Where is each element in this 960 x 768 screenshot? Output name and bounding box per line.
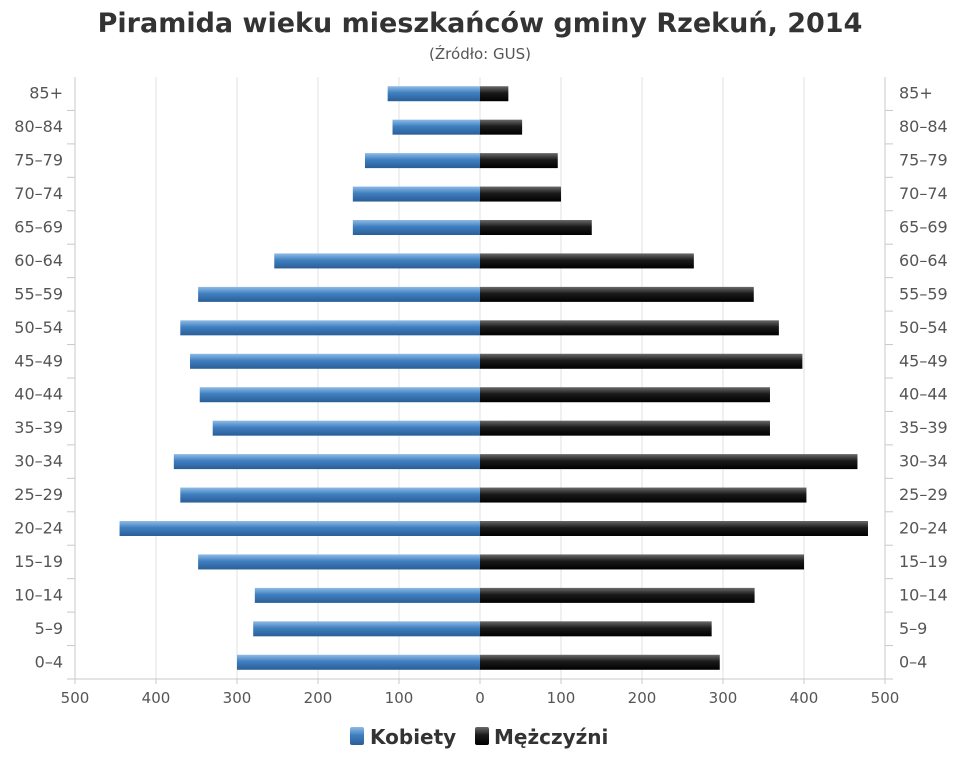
category-label-right: 50–54 — [899, 318, 948, 337]
category-label-left: 75–79 — [14, 151, 63, 170]
x-tick-label: 200 — [304, 689, 333, 707]
category-label-left: 25–29 — [14, 485, 63, 504]
bar-mezczyzni — [480, 554, 804, 570]
bar-kobiety — [392, 119, 480, 135]
category-label-right: 85+ — [899, 84, 933, 103]
x-tick-label: 300 — [709, 689, 738, 707]
bar-mezczyzni — [480, 487, 807, 503]
category-label-left: 85+ — [29, 84, 63, 103]
bar-mezczyzni — [480, 253, 694, 269]
category-label-left: 65–69 — [14, 218, 63, 237]
legend-swatch-mezczyzni — [475, 727, 489, 745]
bar-mezczyzni — [480, 86, 509, 102]
category-label-right: 65–69 — [899, 218, 948, 237]
category-label-left: 15–19 — [14, 552, 63, 571]
x-tick-label: 500 — [871, 689, 900, 707]
category-label-right: 70–74 — [899, 184, 948, 203]
bar-kobiety — [253, 621, 480, 637]
category-label-right: 30–34 — [899, 452, 948, 471]
category-label-left: 55–59 — [14, 284, 63, 303]
gridlines — [155, 77, 805, 679]
category-label-left: 50–54 — [14, 318, 63, 337]
legend-swatch-kobiety — [350, 727, 364, 745]
x-tick-label: 400 — [790, 689, 819, 707]
bar-kobiety — [198, 286, 480, 302]
category-label-right: 40–44 — [899, 385, 948, 404]
category-label-left: 35–39 — [14, 418, 63, 437]
chart-title: Piramida wieku mieszkańców gminy Rzekuń,… — [98, 8, 863, 39]
category-label-left: 80–84 — [14, 117, 63, 136]
legend-label-kobiety: Kobiety — [370, 725, 456, 749]
category-label-right: 55–59 — [899, 284, 948, 303]
bar-mezczyzni — [480, 119, 523, 135]
category-label-left: 70–74 — [14, 184, 63, 203]
bar-mezczyzni — [480, 220, 592, 235]
legend-label-mezczyzni: Mężczyźni — [494, 725, 608, 749]
category-label-right: 10–14 — [899, 585, 948, 604]
bars — [119, 86, 868, 670]
x-tick-label: 100 — [547, 689, 576, 707]
category-label-right: 20–24 — [899, 519, 948, 538]
chart-subtitle: (Źródło: GUS) — [429, 44, 531, 63]
bar-kobiety — [199, 387, 481, 403]
x-tick-label: 200 — [628, 689, 657, 707]
category-label-right: 0–4 — [899, 652, 927, 671]
category-label-left: 5–9 — [35, 619, 63, 638]
bar-mezczyzni — [480, 654, 720, 670]
legend[interactable]: Kobiety Mężczyźni — [350, 725, 608, 749]
category-label-right: 5–9 — [899, 619, 927, 638]
category-label-right: 35–39 — [899, 418, 948, 437]
bar-mezczyzni — [480, 420, 770, 436]
bar-mezczyzni — [480, 153, 558, 169]
category-label-left: 40–44 — [14, 385, 63, 404]
category-label-right: 25–29 — [899, 485, 948, 504]
bar-kobiety — [173, 454, 480, 470]
bar-mezczyzni — [480, 621, 712, 637]
bar-mezczyzni — [480, 387, 770, 403]
legend-item-mezczyzni[interactable]: Mężczyźni — [475, 725, 608, 749]
bar-mezczyzni — [480, 320, 779, 336]
category-label-right: 15–19 — [899, 552, 948, 571]
bar-mezczyzni — [480, 286, 754, 302]
x-tick-label: 500 — [61, 689, 90, 707]
category-label-right: 45–49 — [899, 351, 948, 370]
category-label-left: 20–24 — [14, 519, 63, 538]
bar-kobiety — [352, 186, 480, 202]
bar-kobiety — [119, 521, 481, 536]
bar-mezczyzni — [480, 587, 755, 603]
category-label-left: 0–4 — [35, 652, 63, 671]
x-tick-label: 400 — [142, 689, 171, 707]
bar-kobiety — [254, 587, 480, 603]
category-label-left: 30–34 — [14, 452, 63, 471]
axes: 500 400 300 200 100 0 100 200 300 400 500 0–4 0–4 5–9… — [14, 77, 948, 707]
category-label-left: 10–14 — [14, 585, 63, 604]
bar-kobiety — [180, 320, 481, 336]
bar-mezczyzni — [480, 454, 858, 470]
category-label-left: 60–64 — [14, 251, 63, 270]
bar-kobiety — [237, 654, 480, 670]
category-label-left: 45–49 — [14, 351, 63, 370]
bar-kobiety — [364, 153, 480, 169]
bar-kobiety — [180, 487, 481, 503]
bar-kobiety — [190, 353, 480, 369]
category-label-right: 80–84 — [899, 117, 948, 136]
bar-kobiety — [198, 554, 480, 570]
category-label-right: 60–64 — [899, 251, 948, 270]
category-label-right: 75–79 — [899, 151, 948, 170]
bar-kobiety — [352, 220, 480, 235]
bar-mezczyzni — [480, 353, 803, 369]
bar-mezczyzni — [480, 521, 868, 536]
x-tick-label: 300 — [223, 689, 252, 707]
bar-kobiety — [212, 420, 480, 436]
bar-kobiety — [387, 86, 480, 102]
x-tick-label: 0 — [475, 689, 485, 707]
bar-kobiety — [274, 253, 480, 269]
bar-mezczyzni — [480, 186, 561, 202]
x-tick-label: 100 — [385, 689, 414, 707]
legend-item-kobiety[interactable]: Kobiety — [350, 725, 456, 749]
